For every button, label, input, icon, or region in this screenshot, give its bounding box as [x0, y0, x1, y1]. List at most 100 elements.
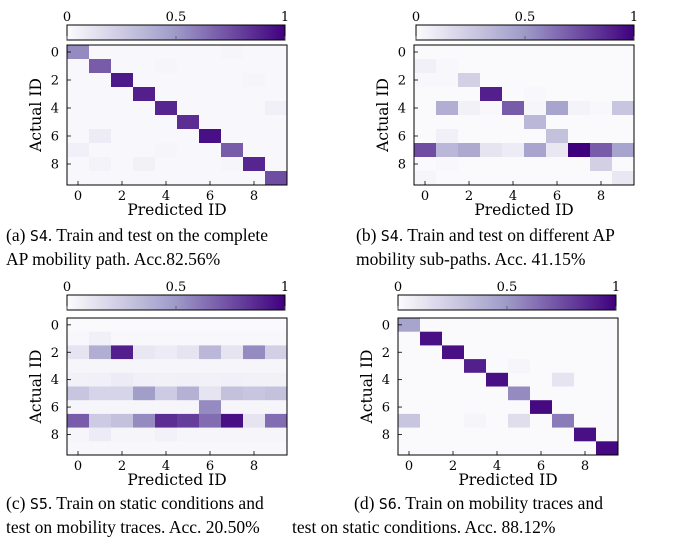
heatmap-cell [530, 345, 553, 360]
heatmap-cell [502, 157, 525, 172]
caption-d-line2: test on static conditions. Acc. 88.12% [292, 517, 556, 537]
caption-a-label: (a) [6, 225, 26, 245]
heatmap-cell [486, 386, 509, 401]
heatmap-cell [596, 386, 619, 401]
heatmap-cell [89, 73, 112, 88]
x-tick-label: 8 [581, 459, 589, 474]
heatmap-cell [546, 45, 569, 60]
heatmap-cell [508, 359, 531, 374]
heatmap-cell [464, 359, 487, 374]
heatmap-cell [133, 331, 156, 346]
heatmap-cell [574, 386, 597, 401]
heatmap-cell [89, 386, 112, 401]
heatmap-cell [596, 400, 619, 415]
heatmap-cell [464, 413, 487, 428]
heatmap-cell [458, 115, 481, 130]
heatmap-cell [221, 331, 244, 346]
heatmap-cell [574, 427, 597, 442]
caption-d-label: (d) [354, 493, 375, 513]
heatmap-cell [436, 129, 459, 144]
heatmap-cell [177, 345, 200, 360]
x-tick-label: 4 [162, 459, 170, 474]
heatmap-cell [155, 441, 178, 456]
heatmap-cell [414, 157, 437, 172]
colorbar-tick-label: 0.5 [515, 10, 536, 25]
x-tick-label: 0 [405, 459, 413, 474]
heatmap-cell [111, 45, 134, 60]
heatmap-cell [177, 359, 200, 374]
heatmap-cell [243, 73, 266, 88]
heatmap-cell [177, 318, 200, 332]
heatmap-cell [502, 143, 525, 158]
heatmap-cell [420, 372, 443, 387]
x-tick-label: 0 [74, 459, 82, 474]
heatmap-cell [530, 372, 553, 387]
heatmap-cell [221, 143, 244, 158]
x-tick-label: 2 [118, 189, 126, 204]
x-axis-label: Predicted ID [474, 201, 573, 219]
heatmap-cell [508, 372, 531, 387]
heatmap-cell [568, 87, 591, 102]
heatmap-cell [530, 413, 553, 428]
heatmap-cell [486, 441, 509, 456]
heatmap-cell [486, 427, 509, 442]
heatmap-cell [221, 413, 244, 428]
heatmap-cell [89, 441, 112, 456]
heatmap-cell [508, 386, 531, 401]
heatmap-cell [89, 171, 112, 186]
heatmap-cell [265, 427, 288, 442]
heatmap-cell [155, 59, 178, 74]
heatmap-cell [111, 441, 134, 456]
heatmap-cell [199, 73, 222, 88]
heatmap-cell [133, 87, 156, 102]
caption-c-line1: (c) S5. Train on static conditions and [6, 492, 264, 516]
heatmap-cell [177, 427, 200, 442]
heatmap-cell [590, 73, 613, 88]
heatmap-cell [574, 413, 597, 428]
heatmap-cell [414, 101, 437, 116]
heatmap-cell [480, 101, 503, 116]
heatmap-cell [464, 345, 487, 360]
heatmap-cell [177, 101, 200, 116]
heatmap-cell [265, 359, 288, 374]
heatmap-cell [464, 386, 487, 401]
heatmap-cell [596, 345, 619, 360]
caption-a-text1: . Train and test on the complete [47, 225, 269, 245]
heatmap-cell [265, 157, 288, 172]
caption-a-line1: (a) S4. Train and test on the complete [6, 224, 268, 248]
colorbar-tick-label: 0 [63, 280, 71, 295]
heatmap-cell [574, 441, 597, 456]
heatmap-cell [414, 59, 437, 74]
heatmap-cell [530, 359, 553, 374]
heatmap-cell [199, 318, 222, 332]
heatmap-cell [155, 129, 178, 144]
heatmap-cell [155, 359, 178, 374]
heatmap-cell [552, 359, 575, 374]
heatmap-cell [243, 101, 266, 116]
heatmap-cell [111, 143, 134, 158]
heatmap-cell [243, 400, 266, 415]
heatmap-cell [524, 129, 547, 144]
heatmap-cell [111, 115, 134, 130]
heatmap-cell [464, 400, 487, 415]
caption-c-label: (c) [6, 493, 26, 513]
heatmap-cell [568, 101, 591, 116]
heatmap-cell [398, 359, 421, 374]
heatmap-cell [89, 129, 112, 144]
heatmap-cell [111, 129, 134, 144]
y-tick-label: 4 [398, 102, 406, 117]
heatmap-cell [502, 115, 525, 130]
heatmap-cell [398, 345, 421, 360]
heatmap-cell [133, 171, 156, 186]
heatmap-cell [221, 318, 244, 332]
heatmap-cell [89, 87, 112, 102]
heatmap-cell [574, 359, 597, 374]
heatmap-cell [508, 413, 531, 428]
heatmap-cell [414, 115, 437, 130]
heatmap-cell [111, 157, 134, 172]
heatmap-cell [133, 345, 156, 360]
heatmap-cell [155, 413, 178, 428]
heatmap-cell [524, 157, 547, 172]
heatmap-cell [436, 115, 459, 130]
heatmap-cell [199, 359, 222, 374]
